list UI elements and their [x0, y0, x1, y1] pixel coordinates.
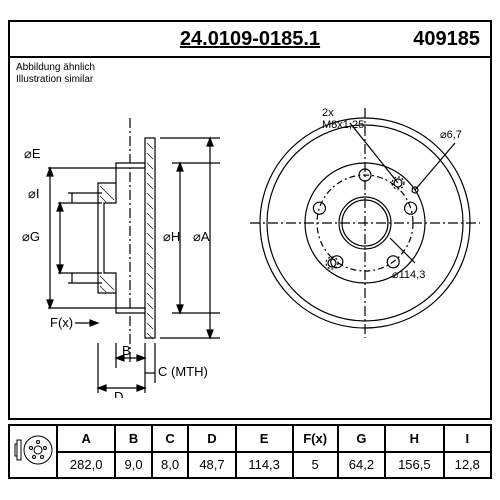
col-F: F(x) — [293, 425, 338, 452]
col-G: G — [338, 425, 385, 452]
col-C: C — [152, 425, 188, 452]
val-D: 48,7 — [188, 452, 235, 479]
label-pin: ⌀6,7 — [440, 129, 462, 141]
val-C: 8,0 — [152, 452, 188, 479]
val-B: 9,0 — [115, 452, 151, 479]
val-H: 156,5 — [385, 452, 443, 479]
col-E: E — [236, 425, 293, 452]
col-B: B — [115, 425, 151, 452]
label-D: D — [114, 389, 123, 398]
front-view: 2x M8x1,25 ⌀6,7 ⌀114,3 — [240, 88, 490, 348]
col-H: H — [385, 425, 443, 452]
drawing-frame: 24.0109-0185.1 409185 Abbildung ähnlich … — [8, 20, 492, 420]
table-header-row: A B C D E F(x) G H I — [9, 425, 491, 452]
label-I: ⌀I — [28, 186, 39, 201]
label-A: ⌀A — [193, 229, 210, 244]
label-thread2: M8x1,25 — [322, 119, 364, 131]
label-F: F(x) — [50, 315, 73, 330]
label-B: B — [122, 343, 131, 358]
diagram-area: ⌀I ⌀G ⌀E ⌀H ⌀A F(x) B C (MTH) D — [10, 58, 490, 358]
icon-cell — [9, 425, 57, 478]
label-H: ⌀H — [163, 229, 180, 244]
col-D: D — [188, 425, 235, 452]
label-pcd: ⌀114,3 — [392, 269, 425, 281]
val-G: 64,2 — [338, 452, 385, 479]
label-E: ⌀E — [24, 146, 41, 161]
part-number: 24.0109-0185.1 — [180, 28, 320, 51]
table-value-row: 282,0 9,0 8,0 48,7 114,3 5 64,2 156,5 12… — [9, 452, 491, 479]
val-I: 12,8 — [444, 452, 491, 479]
val-E: 114,3 — [236, 452, 293, 479]
dimensions-table: A B C D E F(x) G H I 282,0 9,0 8,0 48,7 … — [8, 424, 492, 479]
label-thread: 2x — [322, 107, 334, 119]
product-code: 409185 — [413, 28, 480, 51]
drawing-container: 24.0109-0185.1 409185 Abbildung ähnlich … — [0, 0, 500, 500]
val-F: 5 — [293, 452, 338, 479]
val-A: 282,0 — [57, 452, 115, 479]
side-section-view: ⌀I ⌀G ⌀E ⌀H ⌀A F(x) B C (MTH) D — [20, 108, 230, 398]
col-I: I — [444, 425, 491, 452]
col-A: A — [57, 425, 115, 452]
label-G: ⌀G — [22, 229, 40, 244]
part-icon — [13, 430, 53, 470]
header-bar: 24.0109-0185.1 409185 — [10, 22, 490, 58]
label-C: C (MTH) — [158, 364, 208, 379]
